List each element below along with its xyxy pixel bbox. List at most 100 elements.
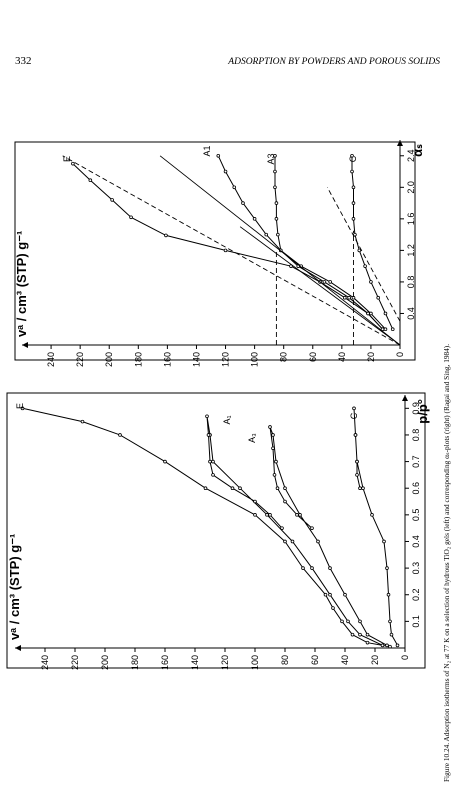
axis-arrow <box>402 395 408 401</box>
y-tick-label: 20 <box>366 352 376 362</box>
figure-caption: Figure 10.24. Adsorption isotherms of N₂… <box>442 344 451 782</box>
data-point <box>340 619 344 624</box>
y-tick-label: 40 <box>337 352 347 362</box>
data-point <box>206 433 211 437</box>
data-point <box>271 433 275 437</box>
isotherm-line <box>22 407 391 648</box>
data-point <box>355 459 359 464</box>
y-tick-label: 240 <box>40 655 50 670</box>
fit-line <box>326 187 401 322</box>
x-tick-label: 0.7 <box>411 455 421 468</box>
y-tick-label: 160 <box>160 655 170 670</box>
data-point <box>264 232 269 237</box>
fit-line <box>159 155 401 346</box>
series-label: A1 <box>202 145 212 156</box>
chart: 0.4 0.8 1.2 1.6 2.0 2.4 0 20 40 60 80 100 120 140 160 1… <box>14 140 425 367</box>
data-point <box>274 459 278 464</box>
data-point <box>365 632 370 637</box>
data-point <box>351 217 356 221</box>
data-point <box>343 592 347 597</box>
series-label: A3 <box>266 153 276 164</box>
data-point <box>268 513 272 517</box>
data-point <box>271 446 275 451</box>
data-point <box>274 217 279 221</box>
data-point <box>351 201 356 205</box>
data-point <box>223 248 228 253</box>
data-point <box>358 486 362 491</box>
data-point <box>88 178 93 183</box>
axis-arrow <box>397 140 403 146</box>
y-axis-title: vᵃ / cm³ (STP) g⁻¹ <box>7 534 22 640</box>
data-point <box>273 153 277 158</box>
data-point <box>358 619 362 624</box>
x-tick-label: 0.1 <box>411 615 421 628</box>
data-point <box>395 643 400 648</box>
data-point <box>350 169 354 174</box>
y-tick-label: 80 <box>279 352 289 362</box>
data-point <box>351 185 356 190</box>
data-point <box>208 459 212 464</box>
data-point <box>369 311 373 316</box>
data-point <box>388 644 392 649</box>
data-point <box>328 280 333 284</box>
y-tick-label: 200 <box>104 352 114 367</box>
y-tick-label: 20 <box>370 655 380 665</box>
data-point <box>369 280 373 284</box>
data-point <box>380 643 385 648</box>
data-point <box>298 513 302 517</box>
data-point <box>383 311 388 316</box>
data-point <box>295 513 299 517</box>
x-tick-label: 0.8 <box>411 429 421 442</box>
isotherm-line <box>72 163 383 330</box>
data-point <box>203 486 208 491</box>
isotherm-line <box>217 155 383 330</box>
y-tick-label: 240 <box>46 352 56 367</box>
series-label: E <box>62 156 72 162</box>
data-point <box>129 215 133 220</box>
data-point <box>331 606 335 610</box>
chart-frame <box>6 392 426 669</box>
x-tick-label: 2.0 <box>406 181 416 194</box>
data-point <box>253 499 257 504</box>
data-point <box>205 414 209 419</box>
data-point <box>71 161 75 166</box>
fit-line <box>62 155 401 346</box>
data-point <box>216 153 221 158</box>
y-tick-label: 60 <box>308 352 318 362</box>
data-point <box>363 264 367 268</box>
data-point <box>273 185 277 190</box>
y-tick-label: 220 <box>75 352 85 367</box>
y-tick-label: 60 <box>310 655 320 665</box>
data-point <box>342 295 347 300</box>
y-tick-label: 120 <box>221 352 231 367</box>
axis-arrow <box>22 342 28 348</box>
data-point <box>385 643 389 648</box>
data-point <box>290 539 295 544</box>
y-tick-label: 100 <box>250 655 260 670</box>
data-point <box>357 248 362 253</box>
data-point <box>273 169 277 174</box>
data-point <box>272 473 277 477</box>
series-label: C <box>349 412 359 419</box>
x-tick-label: 0.6 <box>411 482 421 495</box>
data-point <box>301 566 305 570</box>
data-point <box>328 592 332 597</box>
y-tick-label: 160 <box>162 352 172 367</box>
series-label: A₃ <box>247 433 257 443</box>
y-tick-label: 220 <box>70 655 80 670</box>
data-point <box>350 632 355 637</box>
data-point <box>346 619 350 624</box>
data-point <box>265 513 269 517</box>
y-tick-label: 140 <box>190 655 200 670</box>
running-title: ADSORPTION BY POWDERS AND POROUS SOLIDS <box>227 57 440 67</box>
data-point <box>323 592 328 597</box>
series-label: C <box>348 155 358 162</box>
data-point <box>238 486 242 491</box>
x-tick-label: 1.2 <box>406 244 416 257</box>
data-point <box>316 539 320 544</box>
data-point <box>355 473 359 477</box>
data-point <box>322 280 327 284</box>
data-point <box>274 201 279 205</box>
